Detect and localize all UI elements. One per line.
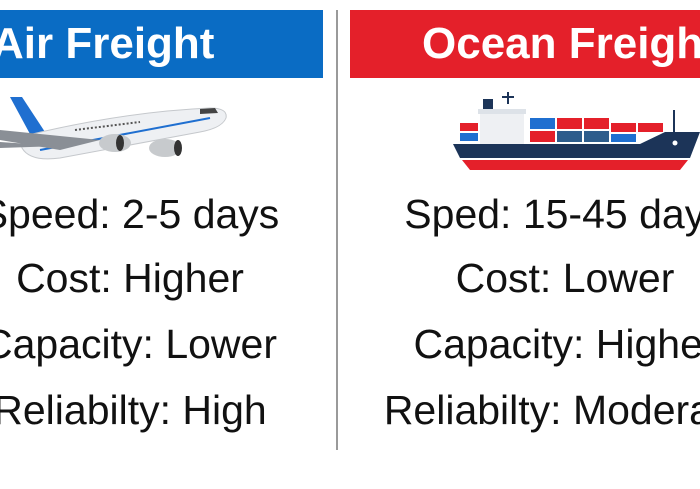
air-speed: Speed: 2-5 days	[0, 191, 280, 237]
cargo-ship-icon	[453, 92, 700, 170]
ocean-capacity: Capacity: Higher	[413, 321, 700, 367]
ocean-freight-facts: Sped: 15-45 days Cost: Lower Capacity: H…	[340, 182, 700, 462]
air-freight-facts: Speed: 2-5 days Cost: Higher Capacity: L…	[0, 182, 336, 462]
airplane-icon	[0, 97, 227, 160]
air-capacity: Capacity: Lower	[0, 321, 277, 367]
air-freight-banner: Air Freight	[0, 10, 323, 78]
ocean-freight-title: Ocean Freight	[422, 19, 700, 68]
ocean-speed: Sped: 15-45 days	[404, 191, 700, 237]
air-reliability: Reliabilty: High	[0, 387, 267, 433]
ocean-cost: Cost: Lower	[455, 255, 675, 301]
air-cost: Cost: Higher	[16, 255, 244, 301]
ocean-reliability: Reliabilty: Moderate	[383, 387, 700, 433]
ocean-freight-banner: Ocean Freight	[350, 10, 700, 78]
air-freight-title: Air Freight	[0, 19, 215, 68]
divider	[336, 10, 338, 450]
